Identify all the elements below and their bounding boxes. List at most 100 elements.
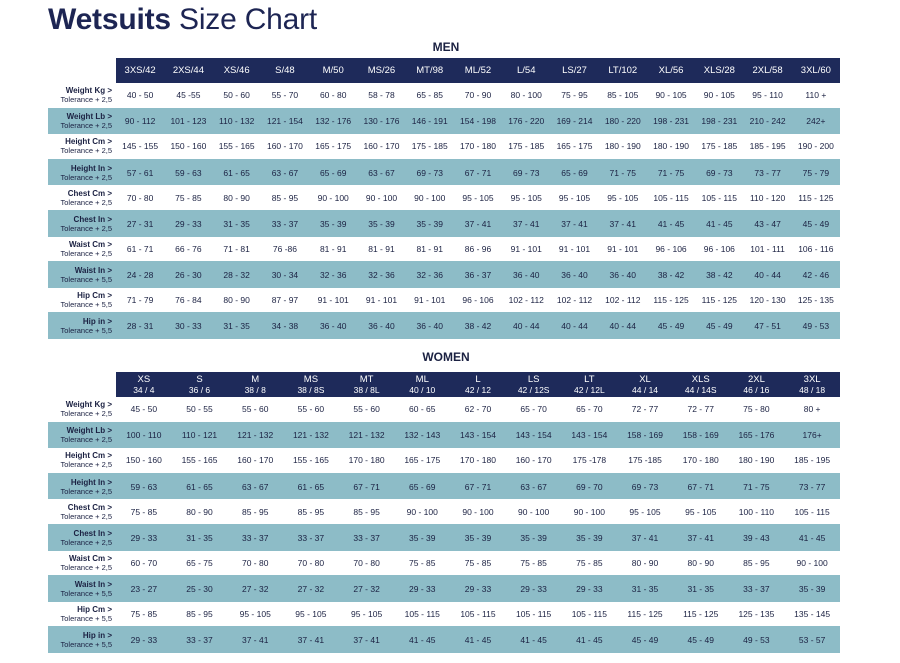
- size-value-cell: 36 - 40: [405, 313, 454, 339]
- row-label: Hip in > Tolerance + 5,5: [48, 313, 116, 339]
- size-value-cell: 69 - 73: [617, 473, 673, 500]
- row-label: Chest Cm > Tolerance + 2,5: [48, 499, 116, 525]
- size-value-cell: 36 - 40: [598, 262, 647, 288]
- size-value-cell: 71 - 79: [116, 287, 165, 314]
- size-code: LT/102: [608, 65, 638, 76]
- size-value-cell: 71 - 81: [212, 236, 261, 263]
- size-value-cell: 101 - 123: [164, 108, 213, 135]
- size-number: 48 / 18: [799, 385, 826, 395]
- size-value-cell: 242+: [791, 108, 840, 135]
- size-code: MS: [303, 374, 319, 385]
- size-code: XL: [639, 374, 651, 385]
- size-value-cell: 31 - 35: [212, 313, 261, 339]
- tolerance-label: Tolerance + 2,5: [60, 537, 113, 547]
- size-value-cell: 71 - 75: [598, 159, 647, 186]
- size-value-cell: 29 - 33: [116, 627, 172, 653]
- tolerance-label: Tolerance + 2,5: [60, 248, 113, 258]
- size-value-cell: 29 - 33: [116, 524, 172, 551]
- size-value-cell: 29 - 33: [505, 576, 562, 602]
- size-value-cell: 33 - 37: [227, 524, 284, 551]
- size-value-cell: 155 - 165: [171, 448, 228, 474]
- tolerance-label: Tolerance + 5,5: [60, 640, 113, 650]
- row-label: Height Cm > Tolerance + 2,5: [48, 448, 116, 474]
- size-code: XLS: [691, 374, 710, 385]
- size-value-cell: 165 - 175: [309, 134, 358, 160]
- size-value-cell: 95 - 105: [453, 185, 503, 211]
- size-value-cell: 45 - 49: [646, 313, 696, 339]
- size-value-cell: 90 - 100: [405, 185, 454, 211]
- size-header: 2XL/58: [743, 58, 792, 83]
- size-value-cell: 75 - 80: [728, 397, 785, 423]
- size-code: S: [196, 374, 203, 385]
- tolerance-label: Tolerance + 5,5: [60, 614, 113, 624]
- size-value-cell: 37 - 41: [453, 210, 503, 237]
- size-value-cell: 65 - 69: [309, 159, 358, 186]
- row-label: Weight Lb > Tolerance + 2,5: [48, 422, 116, 449]
- measure-label: Weight Lb >: [66, 426, 112, 436]
- size-value-cell: 190 - 200: [791, 134, 840, 160]
- size-value-cell: 35 - 39: [505, 524, 562, 551]
- size-value-cell: 33 - 37: [338, 524, 395, 551]
- tolerance-label: Tolerance + 2,5: [60, 486, 113, 496]
- tolerance-label: Tolerance + 5,5: [60, 300, 113, 310]
- row-label: Waist In > Tolerance + 5,5: [48, 576, 116, 602]
- size-header: 2XL 46 / 16: [728, 372, 785, 397]
- measure-label: Height In >: [70, 477, 112, 487]
- table-row: Height Cm > Tolerance + 2,5 145 - 155 150 -…: [48, 134, 840, 160]
- size-value-cell: 75 - 79: [791, 159, 840, 186]
- size-value-cell: 36 - 40: [550, 262, 599, 288]
- measure-label: Chest Cm >: [67, 188, 112, 198]
- tolerance-label: Tolerance + 2,5: [60, 435, 113, 445]
- tolerance-label: Tolerance + 2,5: [60, 121, 113, 131]
- size-value-cell: 30 - 33: [164, 313, 213, 339]
- row-label: Waist In > Tolerance + 5,5: [48, 262, 116, 288]
- size-value-cell: 91 - 101: [405, 287, 454, 314]
- size-value-cell: 85 - 95: [728, 550, 785, 577]
- size-value-cell: 72 - 77: [672, 397, 729, 423]
- size-value-cell: 175 -178: [561, 448, 618, 474]
- size-value-cell: 73 - 77: [784, 473, 840, 500]
- row-label: Waist Cm > Tolerance + 2,5: [48, 550, 116, 577]
- size-value-cell: 125 - 135: [791, 287, 840, 314]
- size-value-cell: 27 - 31: [116, 210, 165, 237]
- size-value-cell: 100 - 110: [116, 422, 172, 449]
- size-value-cell: 102 - 112: [598, 287, 647, 314]
- size-value-cell: 90 - 100: [784, 550, 840, 577]
- size-value-cell: 85 - 105: [598, 83, 647, 109]
- size-value-cell: 29 - 33: [394, 576, 451, 602]
- size-code: L/54: [517, 65, 536, 76]
- size-value-cell: 102 - 112: [502, 287, 551, 314]
- tolerance-label: Tolerance + 2,5: [60, 511, 113, 521]
- size-header: 3XL/60: [791, 58, 840, 83]
- size-value-cell: 170 - 180: [453, 134, 503, 160]
- size-header: XS 34 / 4: [116, 372, 172, 397]
- size-value-cell: 40 - 50: [116, 83, 165, 109]
- size-header: L 42 / 12: [450, 372, 506, 397]
- measure-label: Hip Cm >: [77, 291, 112, 301]
- size-value-cell: 49 - 53: [728, 627, 785, 653]
- tolerance-label: Tolerance + 2,5: [60, 409, 113, 419]
- size-code: 3XS/42: [124, 65, 156, 76]
- size-value-cell: 37 - 41: [672, 524, 729, 551]
- size-value-cell: 85 - 95: [338, 499, 395, 525]
- size-value-cell: 45 - 49: [672, 627, 729, 653]
- size-value-cell: 35 - 39: [561, 524, 618, 551]
- tolerance-label: Tolerance + 2,5: [60, 562, 113, 572]
- size-value-cell: 165 - 176: [728, 422, 785, 449]
- size-header: 2XS/44: [164, 58, 213, 83]
- size-value-cell: 80 - 90: [617, 550, 673, 577]
- size-value-cell: 121 - 132: [283, 422, 339, 449]
- size-value-cell: 91 - 101: [550, 236, 599, 263]
- size-header: ML 40 / 10: [394, 372, 451, 397]
- size-value-cell: 65 - 85: [405, 83, 454, 109]
- size-value-cell: 38 - 42: [453, 313, 503, 339]
- size-value-cell: 75 - 85: [505, 550, 562, 577]
- size-value-cell: 154 - 198: [453, 108, 503, 135]
- size-value-cell: 75 - 95: [550, 83, 599, 109]
- size-value-cell: 32 - 36: [357, 262, 406, 288]
- tolerance-label: Tolerance + 2,5: [60, 223, 113, 233]
- size-value-cell: 96 - 106: [453, 287, 503, 314]
- men-size-table: 3XS/42 2XS/44 XS/46 S/48 M/50 MS/26 MT/98 ML/52…: [48, 58, 840, 339]
- size-value-cell: 105 - 115: [695, 185, 744, 211]
- size-value-cell: 95 - 105: [283, 601, 339, 628]
